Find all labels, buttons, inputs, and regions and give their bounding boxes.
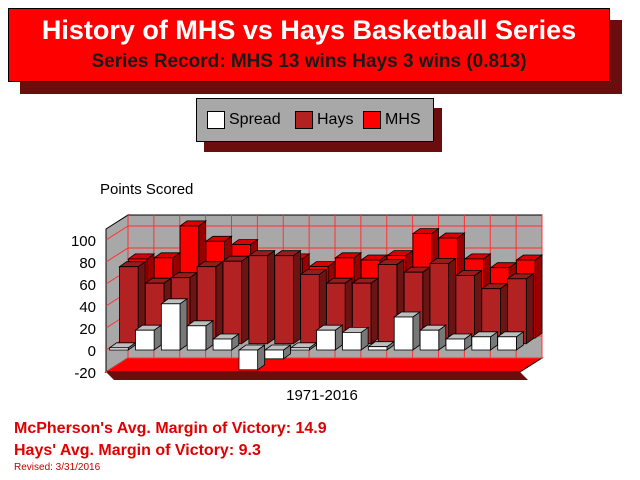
bar-hays <box>454 269 483 345</box>
bar-spread <box>108 342 137 351</box>
y-tick-label: 60 <box>79 277 96 294</box>
y-tick-label: -20 <box>74 365 96 382</box>
gridline-left <box>105 357 129 373</box>
legend-item-mhs: MHS <box>363 111 421 129</box>
bar-spread <box>211 333 241 351</box>
chart-floor <box>104 357 544 373</box>
y-tick-label: 0 <box>88 343 96 360</box>
y-axis-label: Points Scored <box>100 181 193 198</box>
legend-label-hays: Hays <box>317 111 354 128</box>
bar-spread <box>185 320 215 351</box>
bar-spread <box>160 298 189 351</box>
bar-spread <box>237 344 266 371</box>
legend-swatch-spread <box>207 111 225 129</box>
bar-hays <box>299 268 328 345</box>
legend: Spread Hays MHS <box>196 98 434 142</box>
bar-hays <box>428 257 457 345</box>
gridline-left <box>105 225 129 241</box>
floor-shadow <box>106 372 528 380</box>
bar-hays <box>273 249 302 345</box>
legend-swatch-hays <box>295 111 313 129</box>
legend-label-spread: Spread <box>229 111 281 128</box>
x-axis-label: 1971-2016 <box>286 387 358 404</box>
gridline-left <box>105 247 129 263</box>
legend-swatch-mhs <box>363 111 381 129</box>
title-banner: History of MHS vs Hays Basketball Series… <box>8 8 610 82</box>
y-tick-label: 80 <box>79 255 96 272</box>
hays-margin-note: Hays' Avg. Margin of Victory: 9.3 <box>14 442 261 459</box>
y-tick-label: 100 <box>71 233 96 250</box>
series-record: Series Record: MHS 13 wins Hays 3 wins (… <box>91 51 527 72</box>
bar-spread <box>418 324 448 351</box>
y-tick-label: 20 <box>79 321 96 338</box>
bar-spread <box>496 331 525 351</box>
bar-spread <box>341 326 370 351</box>
mhs-margin-note: McPherson's Avg. Margin of Victory: 14.9 <box>14 420 327 437</box>
bar-spread <box>315 324 344 351</box>
bar-spread <box>392 311 422 351</box>
revised-date: Revised: 3/31/2016 <box>14 462 101 473</box>
bar-spread <box>134 324 163 351</box>
bar-spread <box>470 331 499 351</box>
y-tick-label: 40 <box>79 299 96 316</box>
legend-label-mhs: MHS <box>385 111 421 128</box>
legend-item-spread: Spread <box>207 111 281 129</box>
legend-item-hays: Hays <box>295 111 353 129</box>
bar-hays <box>247 249 276 345</box>
bar-spread <box>263 344 292 360</box>
bar-hays <box>221 255 250 345</box>
bar-spread <box>444 333 473 351</box>
chart-title: History of MHS vs Hays Basketball Series <box>41 15 577 45</box>
